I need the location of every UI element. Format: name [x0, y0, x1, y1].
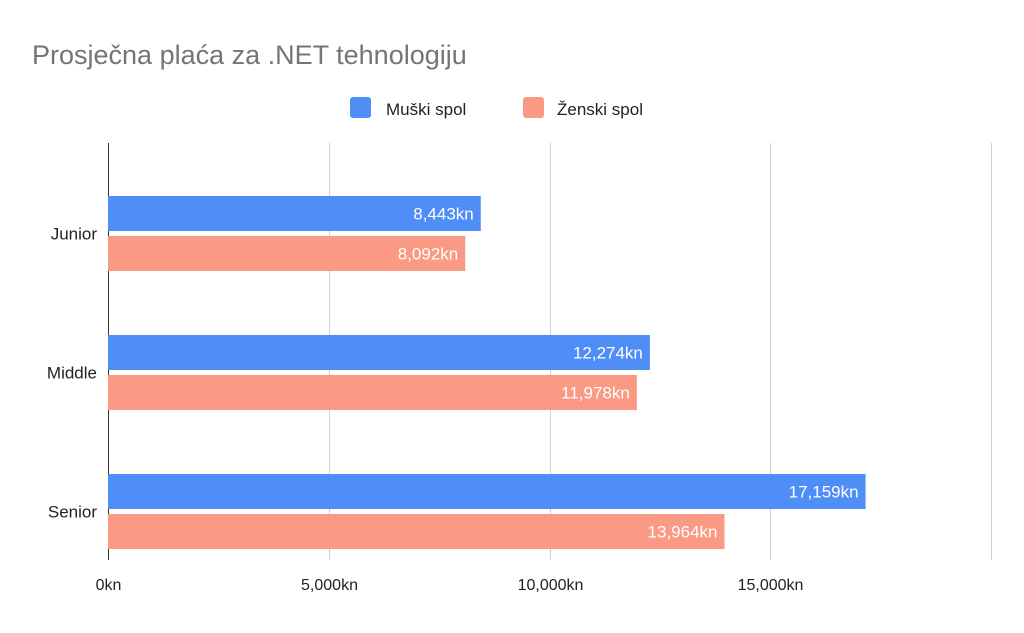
- category-label: Middle: [47, 364, 97, 383]
- bar-middle-female[interactable]: [108, 375, 637, 410]
- bar-junior-male[interactable]: [108, 196, 481, 231]
- category-label: Senior: [48, 503, 97, 522]
- legend-label-male[interactable]: Muški spol: [386, 100, 466, 119]
- chart-title: Prosječna plaća za .NET tehnologiju: [32, 40, 467, 70]
- x-tick-label: 10,000kn: [518, 577, 584, 594]
- data-label: 17,159kn: [789, 483, 859, 502]
- data-label: 13,964kn: [648, 523, 718, 542]
- legend-swatch-female: [523, 97, 544, 118]
- data-label: 8,443kn: [413, 205, 474, 224]
- data-label: 11,978kn: [561, 384, 630, 403]
- x-tick-label: 5,000kn: [301, 577, 358, 594]
- bar-junior-female[interactable]: [108, 236, 466, 271]
- data-label: 8,092kn: [398, 245, 459, 264]
- legend-swatch-male: [350, 97, 371, 118]
- category-label: Junior: [51, 225, 98, 244]
- x-tick-label: 15,000kn: [738, 577, 804, 594]
- data-label: 12,274kn: [573, 344, 643, 363]
- x-tick-label: 0kn: [96, 577, 122, 594]
- legend: Muški spol Ženski spol: [350, 97, 643, 119]
- legend-label-female[interactable]: Ženski spol: [557, 100, 643, 119]
- bar-middle-male[interactable]: [108, 335, 650, 370]
- bar-senior-male[interactable]: [108, 474, 866, 509]
- bar-senior-female[interactable]: [108, 514, 725, 549]
